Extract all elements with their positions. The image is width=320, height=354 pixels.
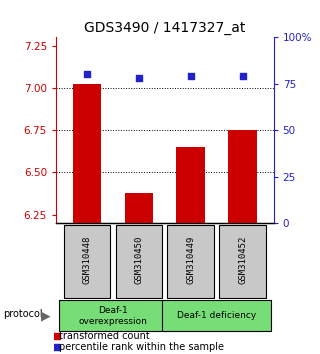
Text: transformed count: transformed count — [59, 331, 150, 341]
Text: Deaf-1
overexpression: Deaf-1 overexpression — [78, 306, 148, 326]
Text: Deaf-1 deficiency: Deaf-1 deficiency — [177, 312, 256, 320]
Text: protocol: protocol — [3, 309, 43, 319]
Text: GSM310452: GSM310452 — [238, 235, 247, 284]
Point — [54, 333, 60, 339]
Point — [188, 73, 193, 79]
FancyBboxPatch shape — [162, 301, 271, 331]
Point — [240, 73, 245, 79]
Text: percentile rank within the sample: percentile rank within the sample — [59, 342, 224, 352]
Bar — [176, 147, 205, 223]
Point — [84, 72, 90, 77]
Bar — [125, 193, 153, 223]
Point — [136, 75, 141, 81]
Bar — [73, 85, 101, 223]
FancyBboxPatch shape — [64, 224, 110, 298]
Text: GSM310448: GSM310448 — [83, 235, 92, 284]
Point — [54, 344, 60, 350]
FancyBboxPatch shape — [219, 224, 266, 298]
FancyBboxPatch shape — [167, 224, 214, 298]
Title: GDS3490 / 1417327_at: GDS3490 / 1417327_at — [84, 21, 245, 35]
FancyBboxPatch shape — [116, 224, 162, 298]
Text: GSM310449: GSM310449 — [186, 235, 195, 284]
FancyBboxPatch shape — [59, 301, 167, 331]
Bar — [228, 130, 257, 223]
Text: ▶: ▶ — [41, 309, 51, 322]
Text: GSM310450: GSM310450 — [134, 235, 143, 284]
